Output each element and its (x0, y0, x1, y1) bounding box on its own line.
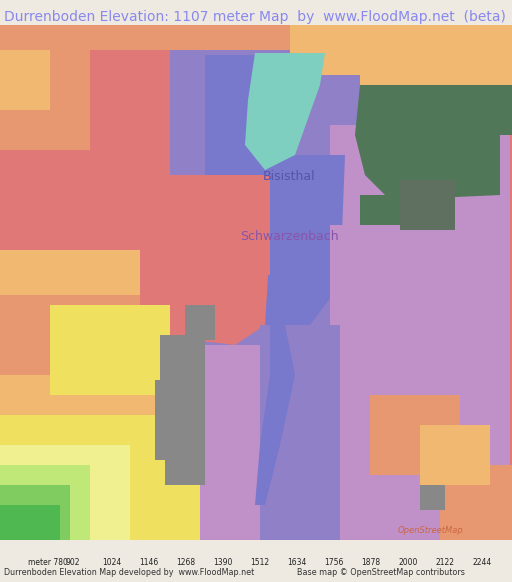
Text: 1146: 1146 (139, 558, 159, 567)
Bar (205, 55, 280, 185)
Text: 1878: 1878 (361, 558, 380, 567)
Bar (370, 395, 460, 475)
Text: 1512: 1512 (250, 558, 269, 567)
Bar (50, 305, 170, 395)
Text: 2122: 2122 (435, 558, 454, 567)
Polygon shape (355, 85, 500, 200)
Text: 1390: 1390 (214, 558, 232, 567)
Bar (200, 345, 350, 540)
Text: 1024: 1024 (102, 558, 121, 567)
Bar (290, 25, 390, 75)
Bar (0, 25, 512, 55)
Bar (400, 180, 455, 230)
Bar (390, 25, 512, 50)
Bar (0, 375, 160, 450)
Text: 1756: 1756 (324, 558, 344, 567)
Bar (0, 465, 90, 540)
Bar (0, 415, 200, 540)
Text: 1268: 1268 (176, 558, 196, 567)
Bar (185, 305, 215, 340)
Bar (170, 50, 370, 540)
Bar (0, 445, 130, 540)
Text: Schwarzenbach: Schwarzenbach (240, 230, 338, 243)
Polygon shape (255, 325, 295, 505)
Bar (0, 50, 90, 150)
Bar (360, 195, 440, 225)
Bar (420, 485, 445, 510)
Text: Durrenboden Elevation: 1107 meter Map  by  www.FloodMap.net  (beta): Durrenboden Elevation: 1107 meter Map by… (4, 10, 506, 24)
Bar (420, 425, 490, 485)
Text: 2000: 2000 (398, 558, 418, 567)
Bar (0, 50, 180, 250)
Bar (150, 175, 270, 275)
Text: Bisisthal: Bisisthal (263, 170, 315, 183)
Bar (0, 50, 50, 110)
Bar (0, 295, 140, 415)
Text: meter 780: meter 780 (28, 558, 68, 567)
Bar (440, 465, 512, 540)
Polygon shape (150, 245, 270, 345)
Bar (360, 50, 512, 85)
Text: 1634: 1634 (287, 558, 307, 567)
Text: 902: 902 (65, 558, 80, 567)
Bar (360, 50, 512, 130)
Bar (390, 25, 470, 65)
Bar (200, 50, 360, 270)
Polygon shape (245, 53, 325, 170)
Text: 2244: 2244 (473, 558, 492, 567)
Bar (155, 380, 205, 460)
Bar (0, 505, 60, 540)
Bar (140, 225, 220, 305)
Bar (455, 85, 512, 135)
Bar (330, 225, 510, 540)
Polygon shape (230, 155, 345, 335)
Text: Durrenboden Elevation Map developed by  www.FloodMap.net: Durrenboden Elevation Map developed by w… (4, 569, 254, 577)
Bar (160, 335, 205, 390)
Bar (260, 325, 340, 540)
Text: OpenStreetMap: OpenStreetMap (398, 526, 464, 535)
Bar (330, 125, 510, 540)
Text: Base map © OpenStreetMap contributors: Base map © OpenStreetMap contributors (297, 569, 465, 577)
Bar (165, 445, 205, 485)
Bar (0, 485, 70, 540)
Bar (0, 250, 160, 450)
